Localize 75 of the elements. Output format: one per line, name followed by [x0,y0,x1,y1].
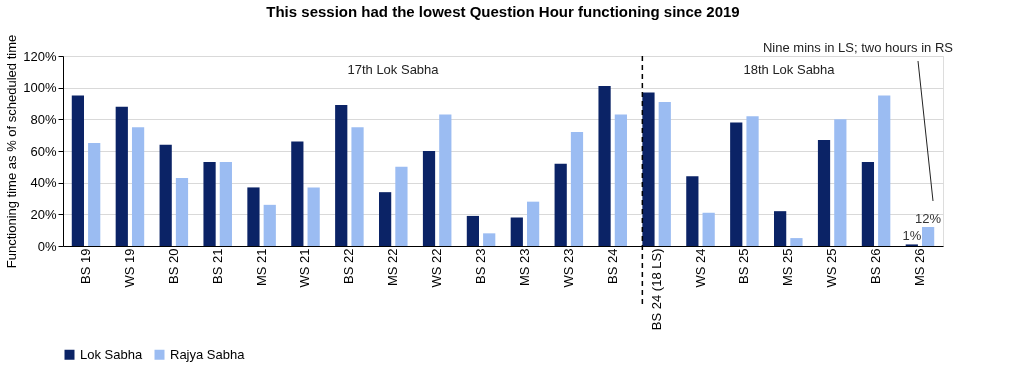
bar [510,217,523,246]
y-tick-label: 60% [30,143,57,159]
x-tick-label: BS 24 [604,248,620,284]
bar [203,162,216,246]
x-tick-label: WS 23 [560,248,576,288]
x-tick-label: WS 19 [121,248,137,288]
bar [834,119,847,246]
bar [71,95,84,246]
x-tick-label: WS 22 [429,248,445,288]
y-axis-title: Functioning time as % of scheduled time [4,34,20,269]
bar [774,211,787,246]
bar [642,92,655,246]
x-tick-label: BS 21 [209,248,225,284]
y-tick-label: 40% [30,175,57,191]
bar [922,227,935,246]
bar [335,105,348,246]
bar [570,132,584,246]
x-tick-label: BS 26 [868,248,884,284]
x-tick-label: MS 21 [253,248,269,287]
annotation: 17th Lok Sabha [347,62,440,77]
y-tick-label: 100% [23,80,57,96]
x-tick-label: BS 23 [473,248,489,284]
bar [131,127,145,246]
chart-title: This session had the lowest Question Hour functioning since 2019 [266,3,740,21]
x-tick-label: WS 21 [297,248,313,288]
bar [351,127,364,246]
bar [702,212,715,246]
bar [307,187,320,246]
bar [88,143,101,246]
x-tick-label: BS 20 [165,248,181,284]
bar [175,177,189,246]
legend-label: Rajya Sabha [170,346,246,362]
bar [598,86,611,246]
text: Nine mins in LS; two hours in RS [762,40,954,55]
bar [746,116,759,246]
bar [878,95,891,246]
bar [790,238,803,246]
data-label: 1% [902,228,922,244]
y-tick-label: 20% [30,206,57,222]
x-tick-label: MS 26 [911,248,927,287]
data-label: 12% [915,211,942,226]
y-tick-label: 0% [37,238,57,254]
bar [483,233,496,246]
x-tick-label: MS 22 [385,248,401,287]
bar [263,204,276,246]
bar [526,201,540,246]
x-tick-label: BS 24 (18 LS) [648,248,664,331]
bar [861,162,875,246]
y-tick-label: 80% [30,111,57,127]
x-tick-label: BS 25 [736,248,752,284]
x-tick-label: MS 23 [516,248,532,287]
y-tick-label: 120% [23,48,57,64]
legend-label: Lok Sabha [80,346,143,362]
bar [219,162,232,246]
bar [817,139,831,246]
x-tick-label: WS 25 [824,248,840,288]
bar [247,187,260,246]
x-tick-label: MS 25 [780,248,796,287]
bar [395,166,408,246]
bar [554,163,567,246]
bar [291,141,304,246]
bar [379,192,392,246]
bar [614,114,627,246]
bar [658,101,671,246]
x-tick-label: WS 24 [692,248,708,288]
bar [466,215,480,246]
bar [422,151,436,246]
bar [115,106,128,246]
x-tick-label: BS 19 [78,248,94,284]
bar [730,122,743,246]
bar [159,144,172,246]
annotation: 18th Lok Sabha [743,62,836,77]
x-tick-label: BS 22 [341,248,357,284]
bar [439,114,452,246]
bar [686,176,699,246]
